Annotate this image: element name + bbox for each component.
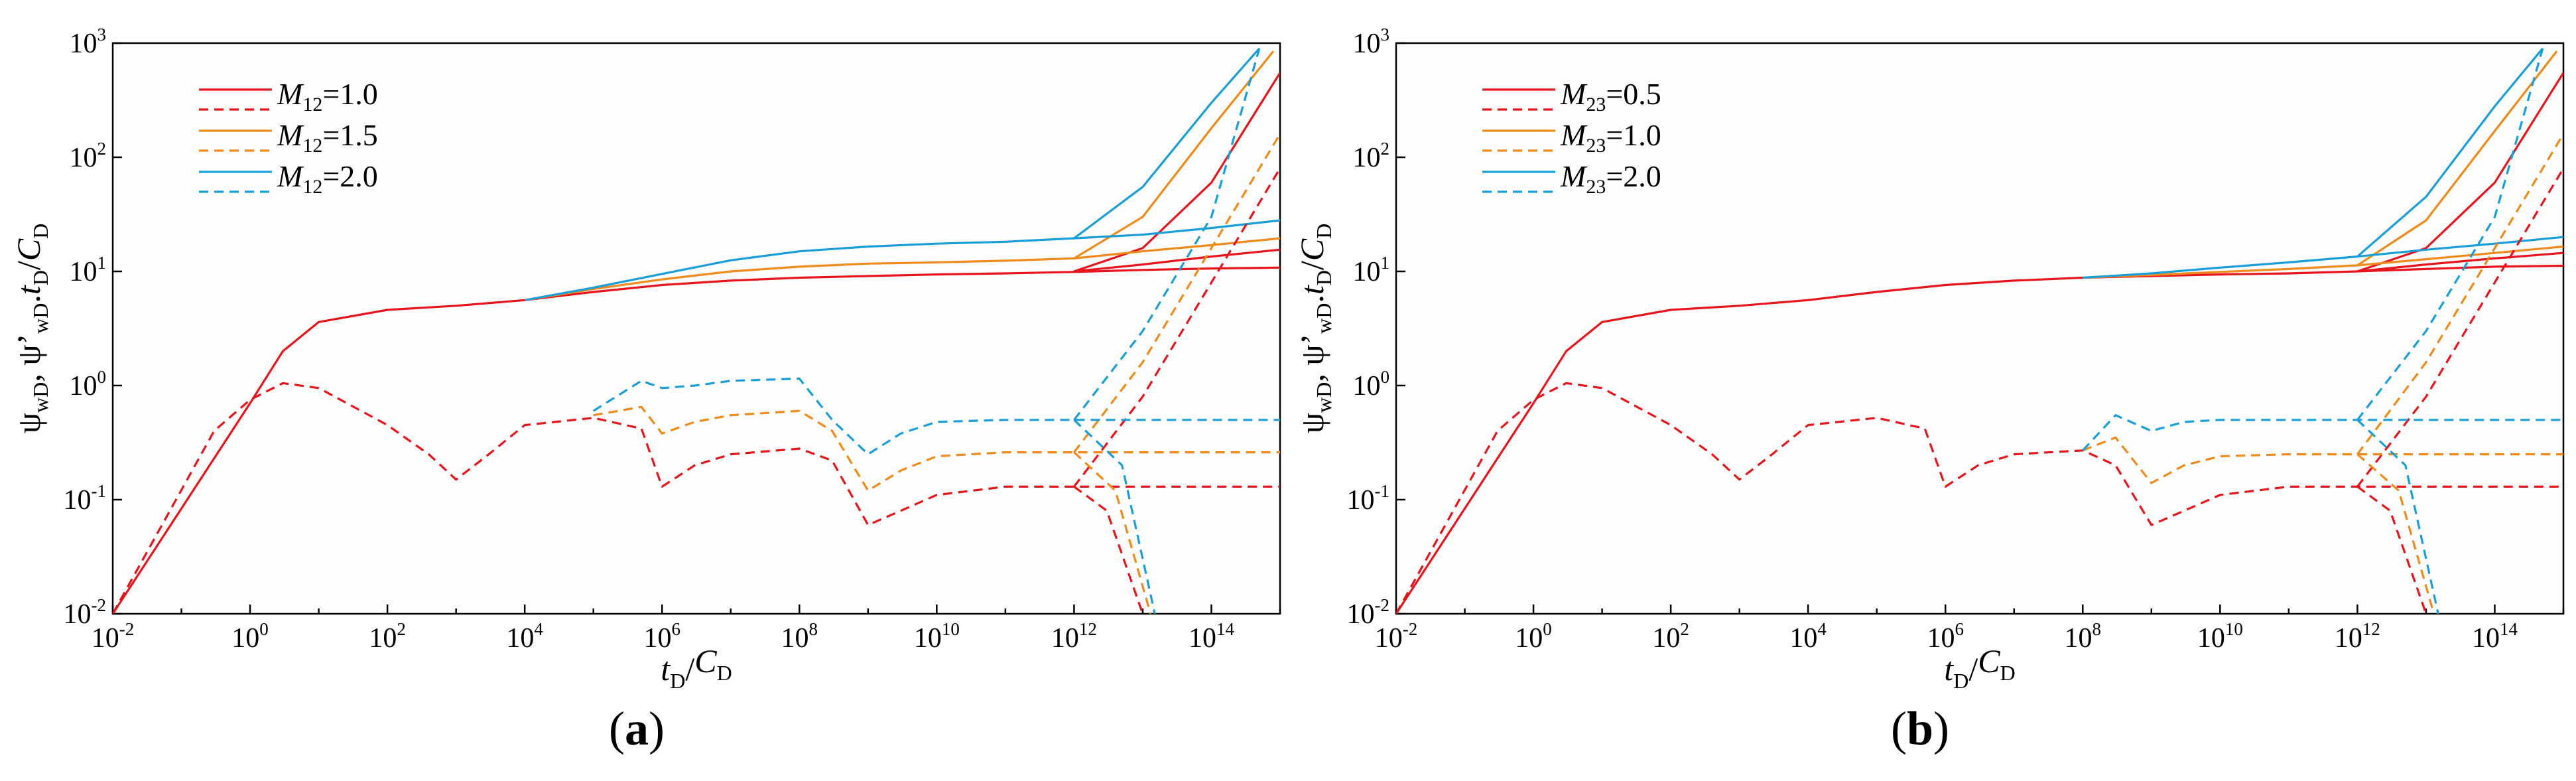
series-line bbox=[2356, 453, 2435, 614]
x-tick-label: 1010 bbox=[914, 619, 960, 654]
x-tick-label: 102 bbox=[369, 619, 406, 654]
series-group bbox=[113, 47, 1280, 614]
legend-label: M12=1.0 bbox=[277, 77, 378, 115]
y-tick-label: 102 bbox=[1353, 139, 1390, 173]
x-tick-label: 1010 bbox=[2197, 619, 2243, 654]
panel-label: (a) bbox=[609, 702, 665, 755]
series-line bbox=[2357, 251, 2563, 273]
series-line bbox=[1073, 72, 1280, 273]
series-line bbox=[524, 219, 1280, 301]
y-tick-label: 100 bbox=[70, 367, 107, 401]
series-line bbox=[1073, 451, 1152, 614]
series-line bbox=[1396, 382, 2563, 614]
x-tick-label: 108 bbox=[781, 619, 818, 654]
series-line bbox=[2356, 419, 2439, 614]
legend-label: M23=2.0 bbox=[1560, 159, 1661, 198]
y-tick-label: 10-1 bbox=[64, 481, 107, 516]
x-tick-label: 108 bbox=[2065, 619, 2102, 654]
series-line bbox=[1073, 133, 1280, 453]
legend-label: M23=0.5 bbox=[1560, 77, 1661, 115]
x-tick-label: 10-2 bbox=[1375, 619, 1418, 654]
series-line bbox=[113, 382, 1280, 614]
series-line bbox=[592, 378, 1280, 456]
x-tick-label: 100 bbox=[1515, 619, 1552, 654]
x-tick-label: 104 bbox=[1789, 619, 1827, 654]
series-line bbox=[593, 405, 1280, 492]
series-line bbox=[1073, 47, 1261, 240]
x-axis-label: tD/CD bbox=[661, 642, 732, 693]
x-tick-label: 104 bbox=[506, 619, 543, 654]
series-line bbox=[2082, 414, 2563, 451]
x-tick-label: 106 bbox=[1927, 619, 1964, 654]
x-tick-label: 1012 bbox=[2335, 619, 2380, 654]
chart-panel-b: 10-2 100 102 104 106 108 1010 1012 101410-210-11… bbox=[1293, 25, 2565, 755]
series-line bbox=[1073, 419, 1156, 614]
chart-panel-a: 10-2 100 102 104 106 108 1010 1012 101410-210-11… bbox=[10, 25, 1281, 755]
x-tick-label: 1014 bbox=[1189, 619, 1235, 654]
x-tick-label: 1012 bbox=[1051, 619, 1097, 654]
y-axis-label: ψwD, ψ’wD.tD/CD bbox=[10, 224, 52, 434]
series-line bbox=[1074, 248, 1280, 273]
x-tick-label: 10-2 bbox=[92, 619, 135, 654]
series-line bbox=[2083, 246, 2563, 279]
series-line bbox=[2356, 72, 2563, 273]
y-tick-label: 100 bbox=[1353, 367, 1390, 401]
y-axis-label: ψwD, ψ’wD.tD/CD bbox=[1293, 224, 1336, 434]
y-tick-label: 103 bbox=[70, 25, 107, 59]
legend-label: M12=2.0 bbox=[277, 159, 378, 198]
x-tick-label: 102 bbox=[1652, 619, 1689, 654]
y-tick-label: 101 bbox=[1353, 253, 1390, 287]
series-line bbox=[1073, 486, 1144, 614]
panel-label: (b) bbox=[1891, 702, 1949, 755]
series-group bbox=[1396, 47, 2563, 614]
y-tick-label: 101 bbox=[70, 253, 107, 287]
x-tick-label: 106 bbox=[643, 619, 680, 654]
legend-label: M23=1.0 bbox=[1560, 118, 1661, 157]
legend-label: M12=1.5 bbox=[277, 118, 378, 157]
plot-area-frame bbox=[111, 42, 1281, 615]
x-tick-label: 100 bbox=[231, 619, 269, 654]
series-line bbox=[524, 237, 1280, 301]
x-tick-label: 1014 bbox=[2472, 619, 2518, 654]
series-line bbox=[1073, 50, 1275, 259]
series-line bbox=[113, 266, 1280, 614]
y-tick-label: 103 bbox=[1353, 25, 1390, 59]
series-line bbox=[1073, 167, 1280, 488]
series-line bbox=[2356, 167, 2563, 488]
series-line bbox=[2356, 47, 2544, 257]
plot-area-frame bbox=[1395, 42, 2565, 615]
series-line bbox=[2083, 236, 2563, 279]
x-axis-label: tD/CD bbox=[1944, 642, 2015, 693]
series-line bbox=[2356, 50, 2558, 267]
y-tick-label: 102 bbox=[70, 139, 107, 173]
series-line bbox=[2356, 486, 2427, 614]
series-line bbox=[2082, 436, 2563, 484]
y-tick-label: 10-1 bbox=[1347, 481, 1390, 516]
